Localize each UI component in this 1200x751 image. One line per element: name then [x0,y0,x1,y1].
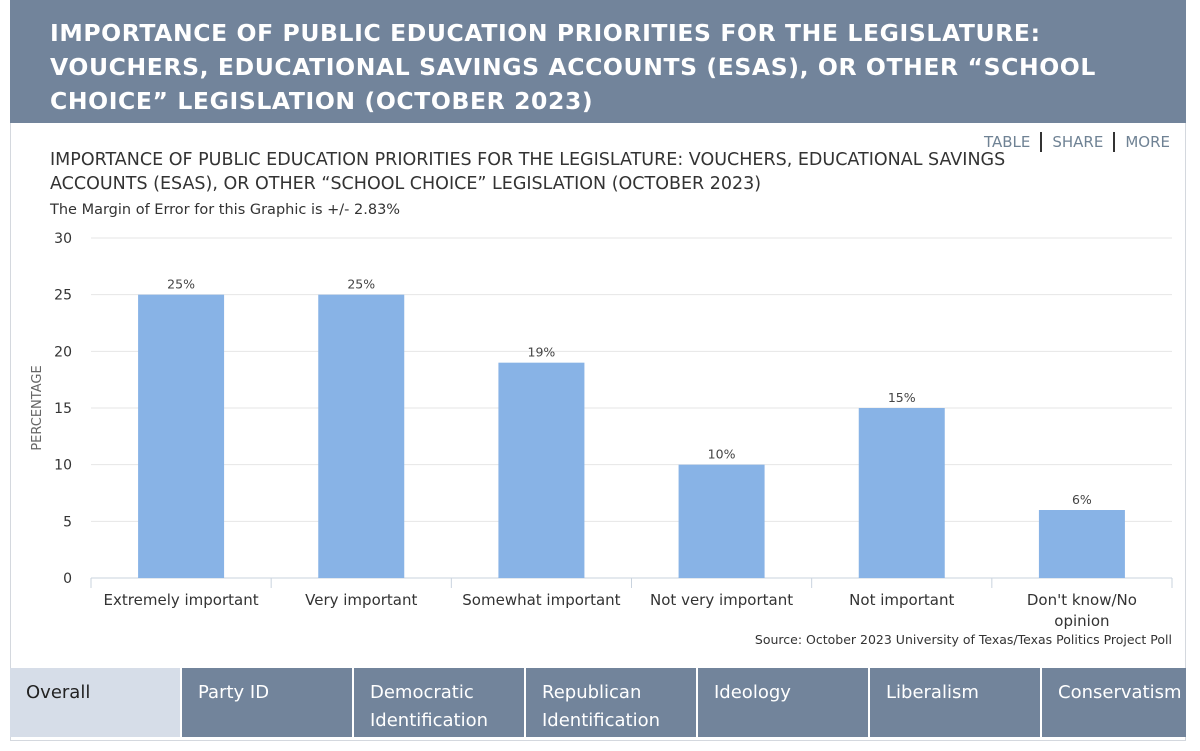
chart-links: TABLE SHARE MORE [984,132,1170,152]
tab-liberalism[interactable]: Liberalism [870,668,1040,737]
link-divider [1040,132,1043,152]
y-tick-label: 15 [54,401,72,417]
data-label: 19% [528,345,556,360]
y-tick-label: 20 [54,344,72,360]
tab-ideology[interactable]: Ideology [698,668,868,737]
y-tick-label: 30 [54,231,72,247]
y-tick-label: 5 [63,514,72,530]
chart-title: IMPORTANCE OF PUBLIC EDUCATION PRIORITIE… [50,150,1006,194]
data-label: 15% [888,390,916,405]
page-header: IMPORTANCE OF PUBLIC EDUCATION PRIORITIE… [10,0,1186,123]
more-link[interactable]: MORE [1125,133,1170,151]
margin-of-error-note: The Margin of Error for this Graphic is … [50,202,401,218]
data-label: 6% [1072,492,1092,507]
bar [138,294,225,578]
x-tick-label: Extremely important [104,591,259,609]
x-tick-label: opinion [1054,612,1109,630]
tab-republican-identification[interactable]: Republican Identification [526,668,696,737]
tab-bar: Overall Party ID Democratic Identification… [10,668,1186,737]
x-tick-label: Don't know/No [1027,591,1137,609]
bar [498,362,585,578]
tab-democratic-identification[interactable]: Democratic Identification [354,668,524,737]
data-label: 25% [347,277,375,292]
tab-overall[interactable]: Overall [10,668,180,737]
data-label: 10% [708,447,736,462]
y-tick-label: 25 [54,288,72,304]
tab-party-id[interactable]: Party ID [182,668,352,737]
page-title: IMPORTANCE OF PUBLIC EDUCATION PRIORITIE… [50,19,1096,115]
chart-source: Source: October 2023 University of Texas… [754,632,1172,647]
bar [678,464,765,578]
y-tick-label: 0 [63,571,72,587]
x-tick-label: Somewhat important [462,591,620,609]
bar [1038,510,1125,578]
bar [858,408,945,578]
x-tick-label: Not very important [650,591,793,609]
x-tick-label: Very important [305,591,417,609]
y-axis-label: PERCENTAGE [30,365,45,450]
data-label: 25% [167,277,195,292]
bar [318,294,405,578]
table-link[interactable]: TABLE [983,133,1031,151]
tab-conservatism[interactable]: Conservatism [1042,668,1186,737]
share-link[interactable]: SHARE [1052,133,1104,151]
link-divider [1113,132,1116,152]
y-tick-label: 10 [54,458,72,474]
x-tick-label: Not important [849,591,954,609]
